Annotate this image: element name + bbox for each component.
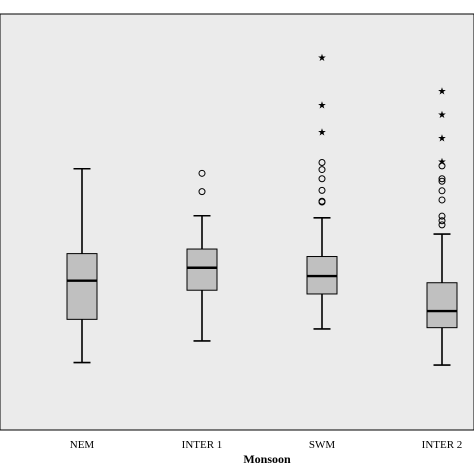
- outlier-point: [318, 159, 326, 167]
- boxes-layer: ★ ★ ★ ★ ★ ★ ★: [66, 53, 458, 366]
- extreme-point: ★: [318, 128, 327, 139]
- outlier-point: [438, 175, 446, 183]
- box-inter-1: [186, 169, 218, 342]
- plot-background: [0, 13, 474, 431]
- iqr-box: [426, 282, 458, 329]
- outlier-point: [198, 188, 206, 196]
- extreme-point: ★: [438, 86, 447, 97]
- outlier-point: [438, 196, 446, 204]
- outlier-point: [318, 166, 326, 174]
- x-axis-title: Monsoon: [243, 452, 291, 466]
- outlier-point: [438, 162, 446, 170]
- outlier-point: [318, 197, 326, 205]
- box-swm: ★ ★ ★: [306, 53, 338, 330]
- x-tick-label: NEM: [70, 439, 95, 451]
- outlier-point: [438, 212, 446, 220]
- x-tick-label: INTER 1: [182, 439, 223, 451]
- outlier-point: [198, 169, 206, 177]
- extreme-point: ★: [318, 101, 327, 112]
- x-tick-label: SWM: [309, 439, 336, 451]
- outlier-point: [438, 187, 446, 195]
- extreme-point: ★: [438, 110, 447, 121]
- outlier-point: [318, 186, 326, 194]
- iqr-box: [186, 248, 218, 291]
- x-tick-label: INTER 2: [422, 439, 463, 451]
- iqr-box: [66, 253, 98, 320]
- extreme-point: ★: [318, 53, 327, 64]
- box-nem: [66, 167, 98, 364]
- outlier-point: [438, 217, 446, 225]
- x-tick-labels: NEM INTER 1 SWM INTER 2: [70, 439, 463, 451]
- box-inter-2: ★ ★ ★ ★: [426, 86, 458, 366]
- outlier-point: [318, 175, 326, 183]
- extreme-point: ★: [438, 157, 447, 168]
- extreme-point: ★: [438, 133, 447, 144]
- outlier-point: [438, 221, 446, 229]
- outlier-point: [438, 177, 446, 185]
